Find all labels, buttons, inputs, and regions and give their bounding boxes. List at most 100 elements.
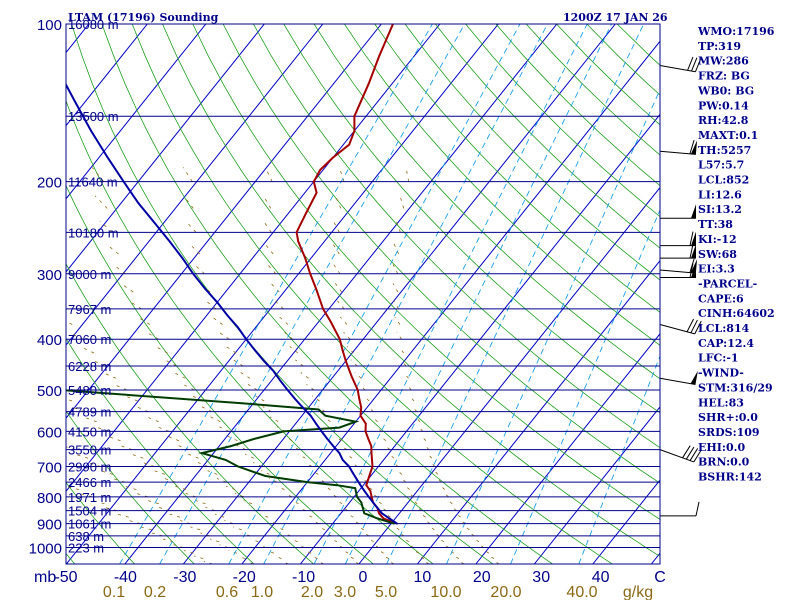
- mixing-ratio-label: 2.0: [301, 584, 323, 600]
- index-line: HEL:83: [698, 396, 744, 409]
- temp-unit-label: C: [654, 569, 666, 586]
- index-line: EI:3.3: [698, 263, 735, 276]
- temp-tick-label: 20: [473, 569, 491, 586]
- parcel-point: [73, 99, 76, 102]
- wind-barb-flag: [691, 204, 696, 219]
- dry-adiabat-line: [66, 263, 314, 564]
- parcel-point: [315, 422, 317, 425]
- moist-adiabat-line: [392, 167, 500, 564]
- dry-adiabat-line: [434, 24, 660, 249]
- index-line: FRZ: BG: [698, 70, 750, 83]
- height-label: 9000 m: [68, 267, 111, 282]
- mixing-ratio-label: 0.2: [144, 584, 166, 600]
- parcel-point: [355, 478, 358, 480]
- index-line: L57:5.7: [698, 159, 744, 172]
- wind-barb-flag: [691, 244, 696, 259]
- height-label: 7060 m: [68, 332, 111, 347]
- dewpoint-point: [237, 465, 239, 468]
- isotherm-line: [66, 24, 265, 273]
- mixing-ratio-label: 1.0: [251, 584, 273, 600]
- mixing-ratio-line: [313, 24, 588, 564]
- temperature-point: [364, 422, 367, 425]
- temperature-point: [315, 287, 317, 290]
- temperature-point: [370, 445, 373, 447]
- wind-barb-staff: [659, 377, 696, 386]
- dry-adiabat-line: [404, 24, 660, 281]
- parcel-point: [309, 414, 312, 417]
- temperature-point: [367, 82, 370, 85]
- wind-barb-full: [685, 446, 695, 460]
- wind-barb-flag: [690, 140, 698, 155]
- index-line: CAP:12.4: [698, 337, 754, 350]
- dewpoint-point: [201, 452, 203, 454]
- height-label: 638 m: [68, 529, 104, 544]
- pressure-label: 500: [37, 383, 62, 400]
- dry-adiabat-line: [222, 24, 660, 484]
- parcel-point: [137, 202, 140, 205]
- index-line: LCL:852: [698, 174, 749, 187]
- mixing-ratio-line: [119, 24, 433, 564]
- temperature-point: [309, 272, 312, 275]
- mixing-ratio-line: [263, 24, 548, 564]
- dewpoint-point: [324, 414, 327, 417]
- index-line: BSHR:142: [698, 471, 762, 484]
- isotherm-line: [533, 406, 660, 564]
- dry-adiabat-line: [66, 184, 374, 564]
- pressure-label: 900: [37, 517, 62, 534]
- parcel-point: [168, 240, 171, 243]
- temp-tick-label: -30: [173, 569, 196, 586]
- temp-tick-label: 30: [532, 569, 550, 586]
- dewpoint-point: [363, 512, 366, 515]
- isotherm-line: [66, 24, 324, 346]
- temperature-point: [319, 169, 322, 171]
- parcel-point: [226, 314, 229, 317]
- wind-barb-full: [689, 263, 694, 278]
- parcel-point: [338, 452, 341, 454]
- wind-barb: [660, 231, 696, 247]
- temp-tick-label: 0: [359, 569, 368, 586]
- pressure-label: 1000: [29, 541, 62, 558]
- parcel-point: [359, 484, 362, 487]
- parcel-point: [388, 517, 391, 520]
- index-line: MAXT:0.1: [698, 129, 758, 142]
- wind-barb-full: [689, 244, 694, 259]
- pressure-label: 600: [37, 424, 62, 441]
- index-line: CAPE:6: [698, 292, 744, 305]
- index-line: LCL:814: [698, 322, 750, 335]
- wind-barb-full: [686, 318, 695, 333]
- height-label: 2466 m: [68, 475, 111, 490]
- pressure-label: 400: [37, 332, 62, 349]
- mixing-ratio-label: 0.1: [103, 584, 125, 600]
- dewpoint-point: [376, 517, 379, 520]
- isotherm-line: [416, 259, 660, 564]
- temperature-point: [304, 257, 307, 259]
- moist-adiabat-line: [263, 167, 430, 564]
- dewpoint-point: [354, 487, 357, 489]
- wind-barb: [659, 445, 702, 463]
- pressure-label: 100: [37, 17, 62, 34]
- height-label: 3550 m: [68, 443, 111, 458]
- wind-barb-full: [695, 501, 700, 516]
- index-line: MW:286: [698, 55, 749, 68]
- temperature-point: [297, 240, 300, 243]
- isotherm-line: [182, 24, 616, 564]
- mixing-ratio-label: 0.6: [216, 584, 238, 600]
- parcel-point: [192, 272, 195, 275]
- wind-barb-full: [689, 258, 695, 273]
- parcel-point: [122, 180, 125, 183]
- temperature-point: [382, 517, 385, 520]
- temperature-point: [378, 512, 380, 515]
- temperature-point: [305, 212, 307, 215]
- temperature-point: [371, 465, 374, 468]
- temperature-point: [344, 360, 347, 362]
- dewpoint-point: [282, 430, 285, 433]
- height-label: 2990 m: [68, 459, 111, 474]
- index-line: BRN:0.0: [698, 456, 750, 469]
- mixing-ratio-label: 3.0: [334, 584, 356, 600]
- temp-tick-label: -20: [233, 569, 256, 586]
- dewpoint-point: [336, 484, 338, 487]
- index-line: TH:5257: [698, 144, 751, 157]
- wind-barb: [660, 501, 700, 517]
